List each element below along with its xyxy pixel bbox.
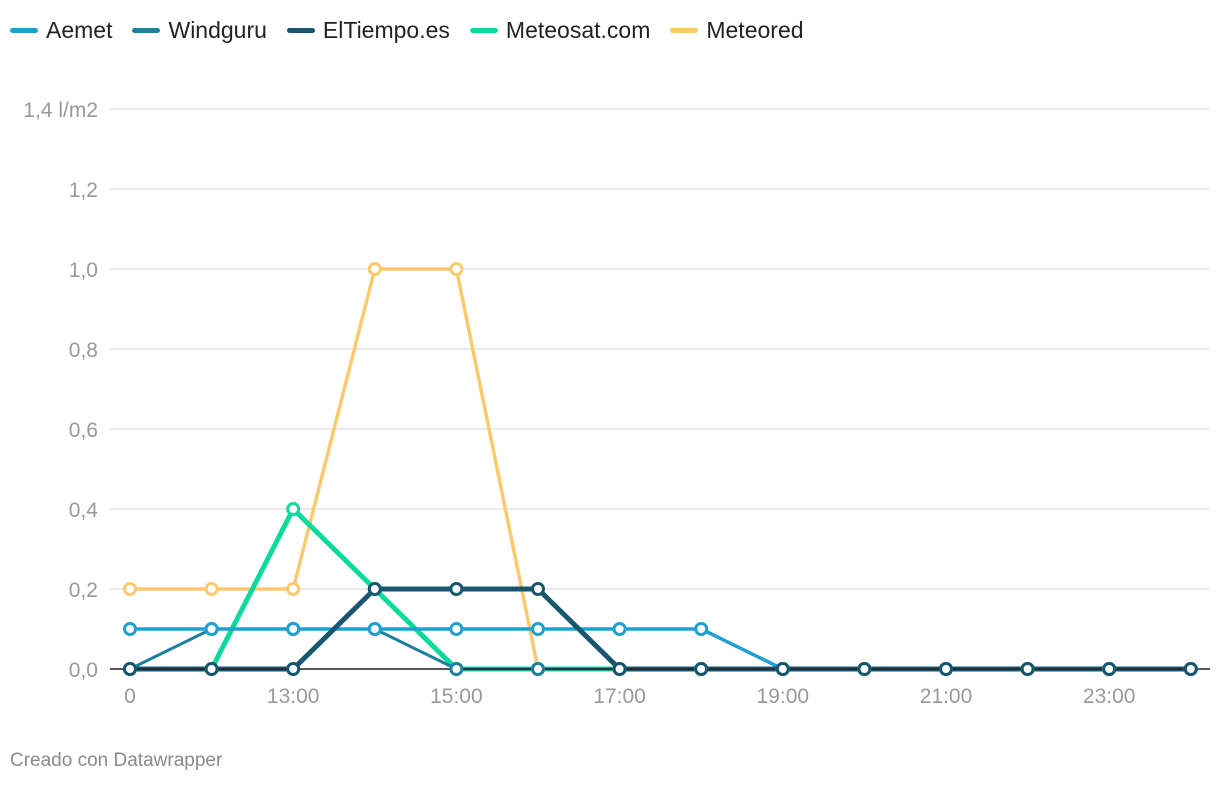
- data-point: [775, 662, 790, 676]
- legend-swatch: [286, 27, 315, 33]
- y-tick-label: 0,6: [69, 419, 98, 442]
- legend-label: Meteosat.com: [505, 16, 651, 43]
- legend-swatch: [469, 27, 498, 33]
- data-point: [857, 662, 872, 676]
- series-line: [128, 267, 1193, 671]
- line-chart: 0,0 0,2 0,4 0,6 0,8 1,0 1,2 1,4 l/m2 0 13:00 15:00…: [23, 99, 1210, 708]
- data-point: [531, 662, 545, 676]
- data-point: [449, 262, 464, 276]
- x-tick-label: 21:00: [920, 685, 973, 708]
- data-point: [1183, 662, 1198, 676]
- y-tick-label: 0,4: [69, 499, 99, 522]
- data-point: [286, 622, 301, 636]
- data-point: [123, 582, 137, 596]
- data-point: [612, 622, 627, 636]
- data-point: [286, 582, 301, 596]
- data-point: [449, 582, 464, 596]
- y-tick-label: 0,0: [69, 659, 98, 682]
- legend-item: Windguru: [132, 16, 267, 44]
- data-point: [612, 662, 627, 676]
- credit-text: Creado con Datawrapper: [10, 750, 223, 771]
- data-point: [531, 582, 545, 596]
- y-tick-label: 1,2: [69, 179, 98, 202]
- data-point: [367, 622, 382, 636]
- data-point: [531, 622, 545, 636]
- data-point: [123, 662, 137, 676]
- series-line: [128, 627, 1193, 671]
- legend-item: Meteosat.com: [469, 16, 651, 44]
- legend-label: ElTiempo.es: [322, 16, 450, 43]
- data-point: [204, 662, 219, 676]
- y-tick-label: 1,0: [69, 259, 98, 282]
- x-tick-label: 0: [124, 685, 136, 708]
- data-point: [939, 662, 953, 676]
- data-point: [449, 622, 464, 636]
- series-line: [128, 627, 1193, 671]
- y-tick-label: 0,2: [69, 579, 98, 602]
- data-point: [367, 262, 382, 276]
- data-point: [286, 662, 301, 676]
- data-point: [367, 582, 382, 596]
- data-point: [123, 622, 137, 636]
- data-point: [204, 622, 219, 636]
- legend-swatch: [132, 27, 161, 33]
- legend-swatch: [670, 27, 699, 33]
- y-tick-label: 1,4 l/m2: [23, 99, 98, 122]
- data-point: [449, 662, 464, 676]
- y-tick-label: 0,8: [69, 339, 98, 362]
- chart-legend: Aemet Windguru ElTiempo.es Meteosat.com Mete…: [10, 14, 824, 46]
- x-tick-label: 17:00: [593, 685, 646, 708]
- legend-item: Meteored: [670, 16, 804, 44]
- x-tick-label: 15:00: [430, 685, 483, 708]
- legend-label: Meteored: [706, 16, 804, 43]
- legend-item: Aemet: [10, 17, 112, 44]
- legend-item: ElTiempo.es: [286, 16, 450, 44]
- data-point: [204, 582, 219, 596]
- legend-label: Windguru: [168, 16, 267, 43]
- legend-label: Aemet: [46, 16, 113, 43]
- x-tick-label: 19:00: [757, 685, 810, 708]
- data-point: [694, 662, 709, 676]
- x-tick-label: 23:00: [1083, 685, 1136, 708]
- data-point: [1020, 662, 1035, 676]
- data-point: [1102, 662, 1117, 676]
- x-tick-label: 13:00: [267, 685, 320, 708]
- legend-swatch: [10, 27, 38, 33]
- data-point: [694, 622, 709, 636]
- data-point: [286, 502, 301, 516]
